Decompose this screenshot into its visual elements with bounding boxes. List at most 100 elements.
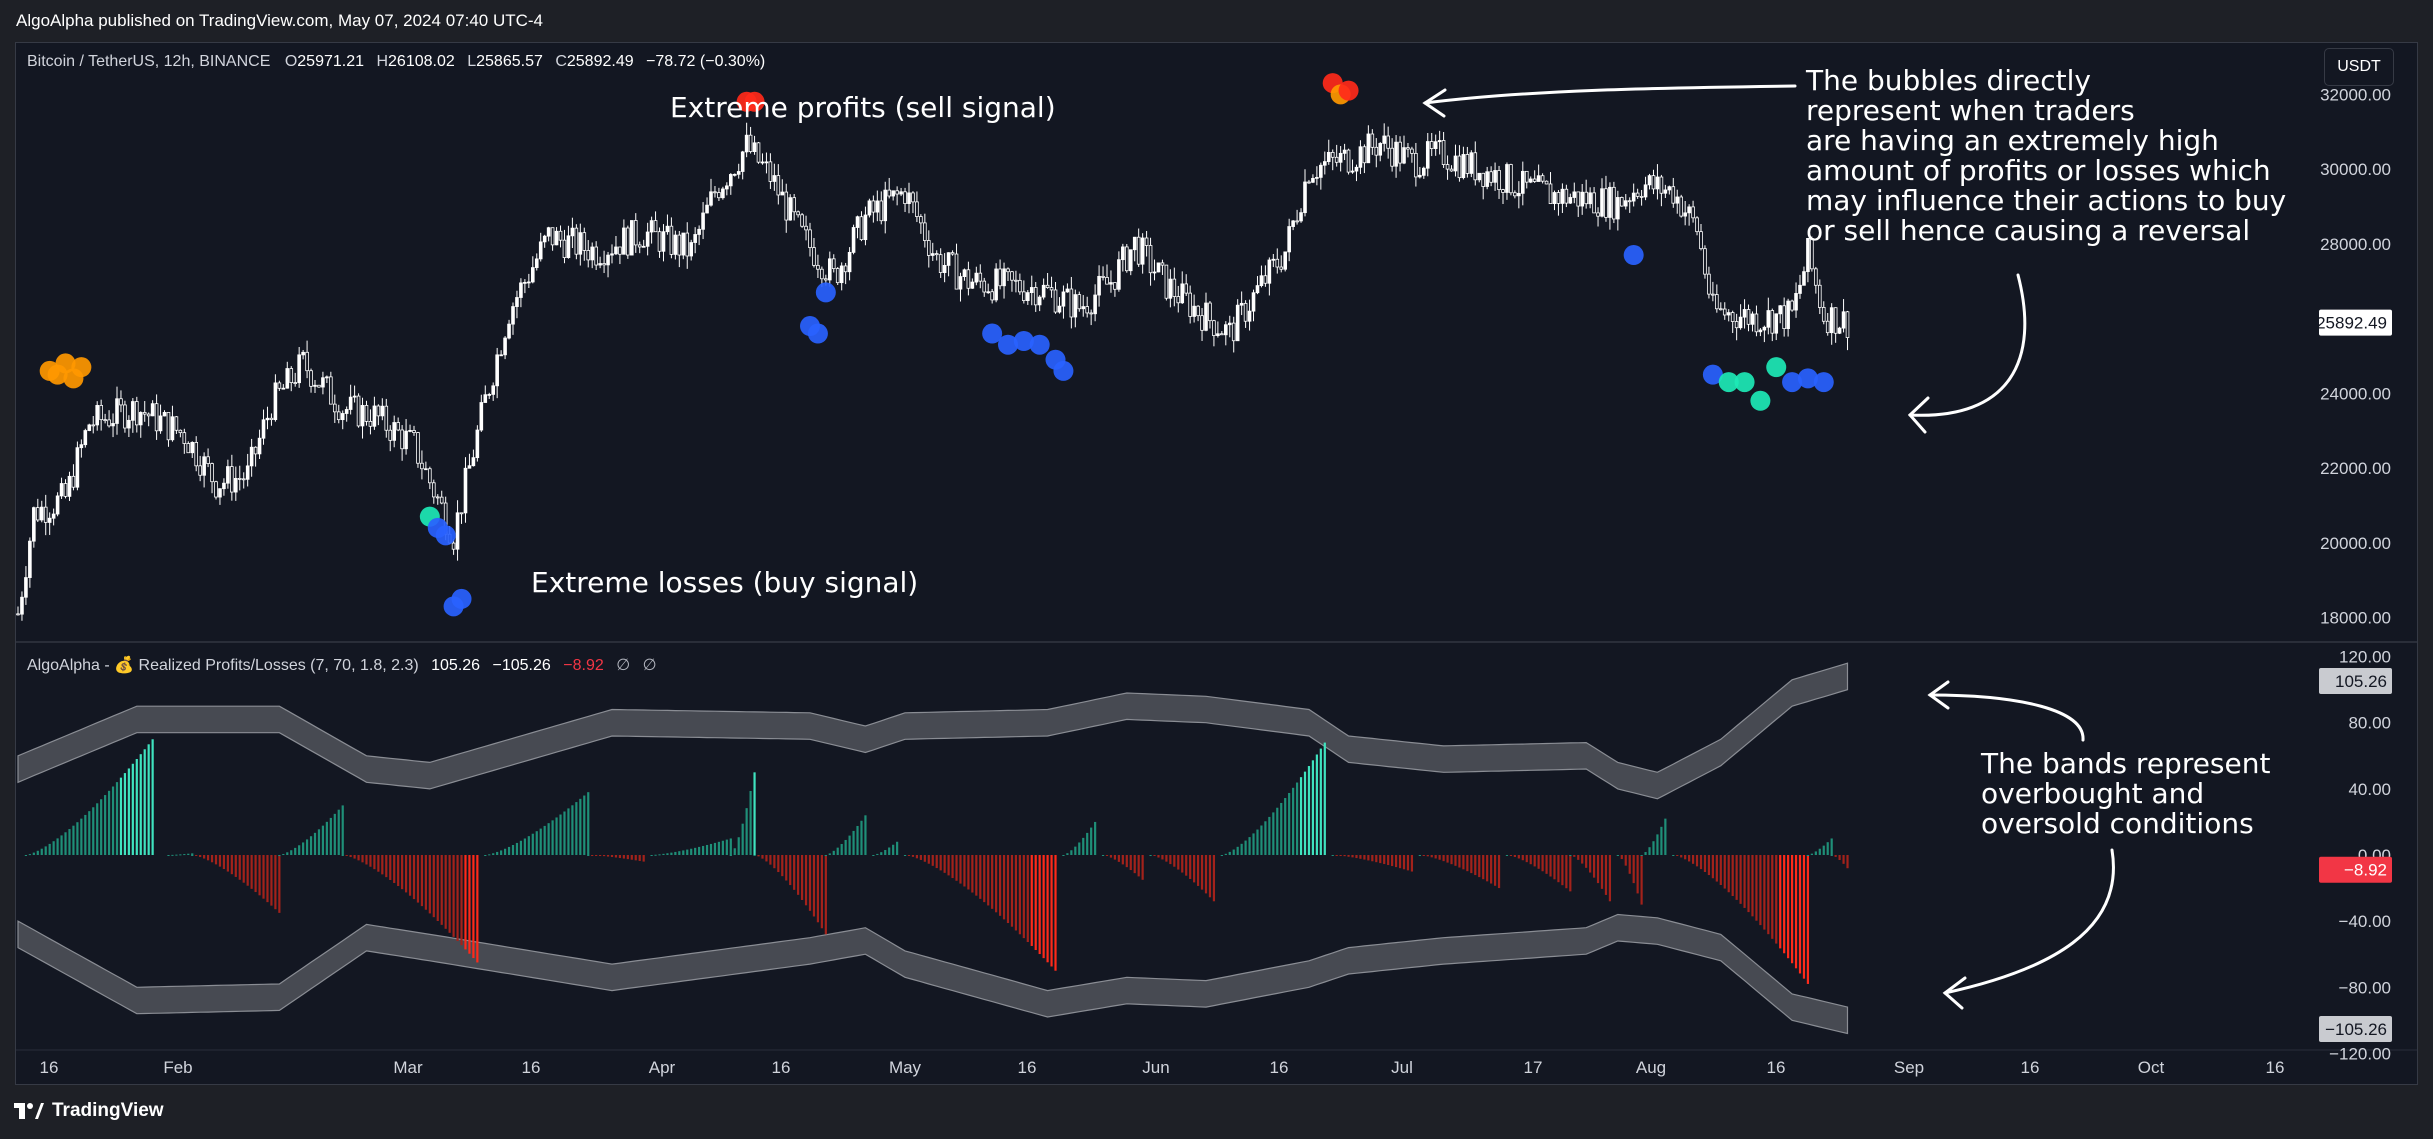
candle-body [1160,262,1165,266]
loss-bar [634,855,637,861]
profit-bar [547,823,550,855]
candle-body [241,478,246,481]
candle-body [1540,175,1545,182]
candle-body [1267,259,1272,284]
loss-bar [1771,855,1774,939]
candle-body [202,456,206,476]
candle-body [1726,312,1731,316]
candle-body [301,351,305,356]
loss-bar [642,855,645,862]
profit-bar [104,795,107,855]
profit-bar [76,822,79,855]
loss-bar [979,855,982,899]
loss-bar [773,855,776,869]
candle-body [1212,320,1216,336]
loss-bar [468,855,471,954]
candle-body [1798,284,1802,294]
candle-body [851,227,856,253]
candle-body [693,234,697,243]
candle-body [83,430,88,446]
profit-bar [690,848,693,855]
candle-body [321,377,325,388]
loss-bar [991,855,994,909]
lower-band [17,913,1849,1035]
loss-bar [1157,855,1160,858]
profit-bar [725,839,728,855]
currency-button[interactable]: USDT [2324,48,2394,86]
loss-bar [1363,855,1366,860]
candle-body [633,220,638,246]
loss-bar [1466,855,1469,872]
loss-bar [1585,855,1588,868]
candle-body [1699,231,1703,250]
candle-body [210,463,214,483]
loss-bar [1006,855,1010,924]
candle-body [946,252,951,266]
loss-bar [1763,855,1766,930]
loss-bar [781,855,784,877]
loss-bar [1691,855,1695,864]
loss-bubble [807,323,828,344]
candle-body [558,230,563,241]
candle-body [150,403,155,417]
candle-body [455,512,460,550]
candle-body [1837,327,1842,334]
symbol-legend[interactable]: Bitcoin / TetherUS, 12h, BINANCE O25971.… [27,53,765,71]
loss-bar [1513,855,1516,857]
profit-bar [115,782,119,855]
candle-body [1418,174,1422,178]
profit-bar [1288,792,1291,855]
candle-body [1275,258,1280,268]
candle-body [218,488,222,498]
candle-body [273,382,278,421]
profit-bar [587,792,590,855]
profit-bar [844,839,847,855]
candle-body [594,246,598,266]
profit-bar [535,831,538,855]
loss-bar [1458,855,1461,868]
loss-bar [210,855,214,863]
candle-body [998,268,1002,287]
candle-body [994,268,998,301]
bubbles-arrow [1423,84,1797,105]
profit-bar [282,853,285,855]
profit-bar [187,853,190,855]
candle-body [1188,292,1192,317]
profit-bar [139,754,142,855]
profit-bar [1299,777,1303,855]
candle-body [1370,133,1375,148]
profit-bar [119,777,123,855]
candle-body [871,200,876,213]
loss-bubble [1734,372,1755,393]
last-price-badge-text: 25892.49 [2316,314,2387,333]
loss-bar [1042,855,1045,959]
candle-body [867,200,872,216]
candle-body [649,220,654,233]
candle-body [1350,170,1355,173]
profit-bar [131,763,134,855]
profit-bar [1830,855,1833,856]
candle-body [1425,141,1430,169]
profit-bar [511,844,515,855]
candle-body [1465,154,1470,174]
loss-bar [440,855,443,925]
loss-bar [424,855,427,910]
indicator-legend[interactable]: AlgoAlpha - 💰 Realized Profits/Losses (7… [27,655,657,675]
loss-bar [1454,855,1457,866]
loss-bar [1034,855,1037,950]
candle-body [958,276,963,290]
candle-body [1113,282,1117,290]
candle-body [942,264,947,274]
candle-body [47,517,52,523]
current-value-badge-text: −8.92 [2344,861,2387,880]
tradingview-logo[interactable]: TradingView [14,1100,164,1122]
time-axis-label: May [889,1058,922,1077]
candle-body [824,278,828,281]
candle-body [1156,262,1161,273]
profit-bar [1256,829,1259,855]
loss-bar [1787,855,1790,959]
loss-bar [1189,855,1192,879]
loss-bar [1113,855,1117,860]
candle-body [1239,302,1244,306]
